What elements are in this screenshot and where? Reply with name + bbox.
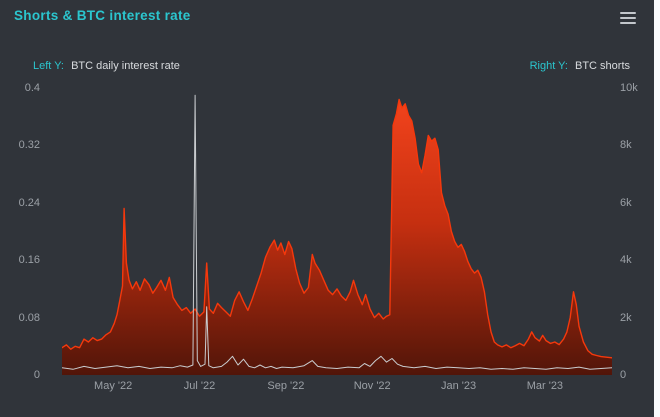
menu-icon-bar (620, 17, 636, 19)
x-tick-label: May '22 (94, 380, 133, 392)
y-tick-label: 0.4 (24, 82, 40, 94)
right-axis-legend-label: BTC shorts (574, 60, 630, 72)
left-axis-legend-prefix: Left Y: (33, 60, 64, 72)
y-tick-label: 10k (620, 82, 638, 94)
x-tick-label: Jul '22 (183, 380, 216, 392)
card-title: Shorts & BTC interest rate (14, 8, 191, 23)
y-tick-label: 0 (33, 369, 40, 381)
left-y-axis: 0 0.08 0.16 0.24 0.32 0.4 (0, 82, 46, 381)
menu-icon-bar (620, 12, 636, 14)
y-tick-label: 6k (620, 196, 632, 209)
x-tick-label: Nov '22 (353, 380, 391, 392)
left-axis-legend-label: BTC daily interest rate (71, 60, 180, 72)
y-tick-label: 4k (620, 254, 632, 267)
right-y-axis: 0 2k 4k 6k 8k 10k (620, 82, 654, 381)
y-tick-label: 0.08 (18, 311, 40, 324)
menu-icon[interactable] (620, 12, 636, 27)
y-tick-label: 8k (620, 139, 632, 152)
y-tick-label: 0.24 (18, 196, 40, 209)
x-tick-label: Jan '23 (440, 380, 477, 392)
y-tick-label: 2k (620, 311, 632, 324)
page-background-strip (654, 0, 660, 417)
chart-svg[interactable] (62, 88, 612, 375)
y-tick-label: 0.16 (18, 254, 40, 267)
x-axis: May '22 Jul '22 Sep '22 Nov '22 Jan '23 Mar '… (62, 380, 612, 396)
menu-icon-bar (620, 22, 636, 24)
x-tick-label: Mar '23 (526, 380, 564, 392)
x-tick-label: Sep '22 (267, 380, 305, 392)
right-axis-legend: Right Y: BTC shorts (530, 60, 630, 72)
right-axis-legend-prefix: Right Y: (529, 60, 568, 72)
y-tick-label: 0 (620, 369, 627, 381)
left-axis-legend: Left Y: BTC daily interest rate (33, 60, 180, 72)
y-tick-label: 0.32 (18, 139, 40, 152)
plot-area[interactable] (62, 88, 612, 375)
